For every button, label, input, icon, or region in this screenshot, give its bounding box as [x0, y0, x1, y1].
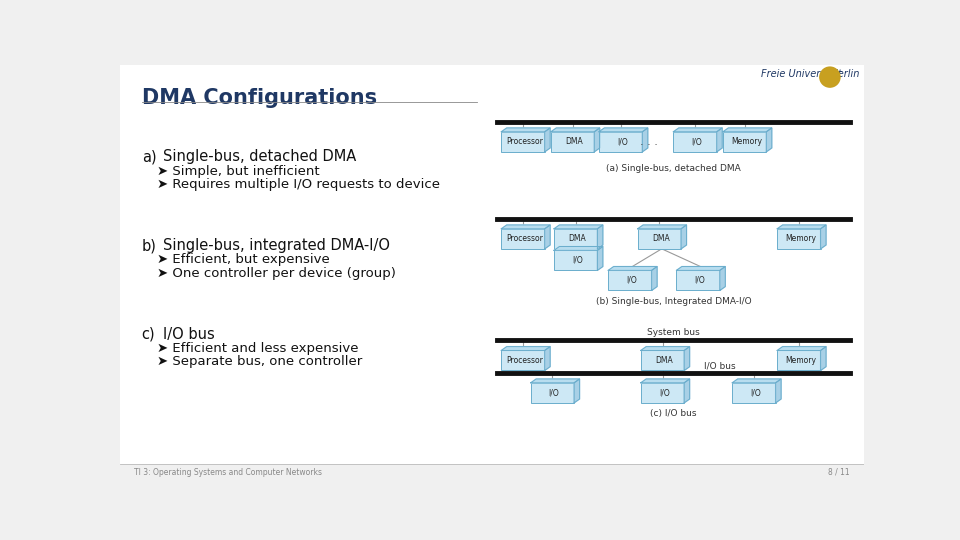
Polygon shape	[544, 128, 550, 152]
Bar	[609, 271, 652, 291]
Text: I/O: I/O	[750, 388, 761, 397]
Polygon shape	[597, 247, 603, 271]
Polygon shape	[594, 128, 600, 152]
Circle shape	[820, 67, 840, 87]
Polygon shape	[597, 225, 603, 249]
Polygon shape	[821, 225, 826, 249]
Bar	[673, 132, 717, 152]
Polygon shape	[641, 379, 689, 383]
Polygon shape	[684, 347, 689, 370]
Text: I/O: I/O	[617, 137, 628, 146]
Polygon shape	[501, 347, 550, 350]
Bar	[554, 229, 597, 249]
Polygon shape	[574, 379, 580, 403]
Polygon shape	[821, 347, 826, 370]
Polygon shape	[554, 247, 603, 251]
Polygon shape	[544, 225, 550, 249]
Text: Processor: Processor	[506, 137, 543, 146]
Text: DMA: DMA	[568, 234, 587, 244]
Polygon shape	[778, 225, 826, 229]
Circle shape	[823, 70, 837, 84]
Text: I/O: I/O	[626, 276, 636, 285]
Text: Berlin: Berlin	[831, 69, 860, 79]
Bar	[723, 132, 766, 152]
Text: Memory: Memory	[785, 234, 816, 244]
Polygon shape	[642, 128, 648, 152]
Text: I/O bus: I/O bus	[162, 327, 214, 342]
Polygon shape	[673, 128, 722, 132]
Bar	[641, 350, 684, 370]
Polygon shape	[776, 379, 781, 403]
Text: Single-bus, integrated DMA-I/O: Single-bus, integrated DMA-I/O	[162, 238, 390, 253]
Text: ➤ Efficient and less expensive: ➤ Efficient and less expensive	[157, 342, 359, 355]
Polygon shape	[723, 128, 772, 132]
Bar	[551, 132, 594, 152]
Polygon shape	[609, 267, 657, 271]
Text: I/O bus: I/O bus	[705, 361, 736, 370]
Text: I/O: I/O	[694, 276, 706, 285]
Polygon shape	[531, 379, 580, 383]
Bar	[554, 251, 597, 271]
Text: DMA Configurations: DMA Configurations	[142, 88, 377, 108]
Text: (b) Single-bus, Integrated DMA-I/O: (b) Single-bus, Integrated DMA-I/O	[596, 296, 752, 306]
Polygon shape	[778, 347, 826, 350]
Polygon shape	[551, 128, 600, 132]
Text: Freie Universität: Freie Universität	[761, 69, 842, 79]
Bar	[501, 132, 544, 152]
Bar	[732, 383, 776, 403]
Polygon shape	[641, 347, 689, 350]
Circle shape	[825, 72, 835, 83]
Text: ➤ Efficient, but expensive: ➤ Efficient, but expensive	[157, 253, 330, 266]
Text: System bus: System bus	[647, 328, 700, 338]
Bar	[778, 350, 821, 370]
Text: Single-bus, detached DMA: Single-bus, detached DMA	[162, 150, 356, 165]
Text: 8 / 11: 8 / 11	[828, 468, 850, 476]
Text: TI 3: Operating Systems and Computer Networks: TI 3: Operating Systems and Computer Net…	[134, 468, 322, 476]
Bar	[501, 229, 544, 249]
Text: I/O: I/O	[549, 388, 560, 397]
Polygon shape	[637, 225, 686, 229]
Circle shape	[821, 68, 839, 86]
Bar	[501, 350, 544, 370]
Polygon shape	[684, 379, 689, 403]
Bar	[531, 383, 574, 403]
Text: ➤ Requires multiple I/O requests to device: ➤ Requires multiple I/O requests to devi…	[157, 178, 441, 191]
Polygon shape	[677, 267, 725, 271]
Text: . . .: . . .	[639, 137, 658, 147]
Text: Memory: Memory	[731, 137, 762, 146]
Text: I/O: I/O	[572, 256, 583, 265]
Polygon shape	[501, 225, 550, 229]
Polygon shape	[652, 267, 657, 291]
Polygon shape	[717, 128, 722, 152]
Polygon shape	[766, 128, 772, 152]
Polygon shape	[544, 347, 550, 370]
Text: DMA: DMA	[656, 356, 673, 365]
Polygon shape	[501, 128, 550, 132]
Text: Processor: Processor	[506, 234, 543, 244]
Text: DMA: DMA	[652, 234, 670, 244]
Text: b): b)	[142, 238, 156, 253]
Text: Processor: Processor	[506, 356, 543, 365]
Text: (a) Single-bus, detached DMA: (a) Single-bus, detached DMA	[607, 164, 741, 173]
Polygon shape	[720, 267, 725, 291]
Bar	[641, 383, 684, 403]
Polygon shape	[599, 128, 648, 132]
Text: DMA: DMA	[565, 137, 583, 146]
Bar	[637, 229, 681, 249]
Polygon shape	[681, 225, 686, 249]
Polygon shape	[732, 379, 781, 383]
Text: Memory: Memory	[785, 356, 816, 365]
Text: ➤ One controller per device (group): ➤ One controller per device (group)	[157, 267, 396, 280]
Text: ➤ Separate bus, one controller: ➤ Separate bus, one controller	[157, 355, 363, 368]
Bar	[599, 132, 642, 152]
Text: I/O: I/O	[691, 137, 702, 146]
Text: (c) I/O bus: (c) I/O bus	[651, 409, 697, 418]
Text: a): a)	[142, 150, 156, 165]
Bar	[778, 229, 821, 249]
Polygon shape	[554, 225, 603, 229]
Bar	[677, 271, 720, 291]
Text: I/O: I/O	[659, 388, 669, 397]
Text: c): c)	[142, 327, 156, 342]
Text: ➤ Simple, but inefficient: ➤ Simple, but inefficient	[157, 165, 320, 178]
